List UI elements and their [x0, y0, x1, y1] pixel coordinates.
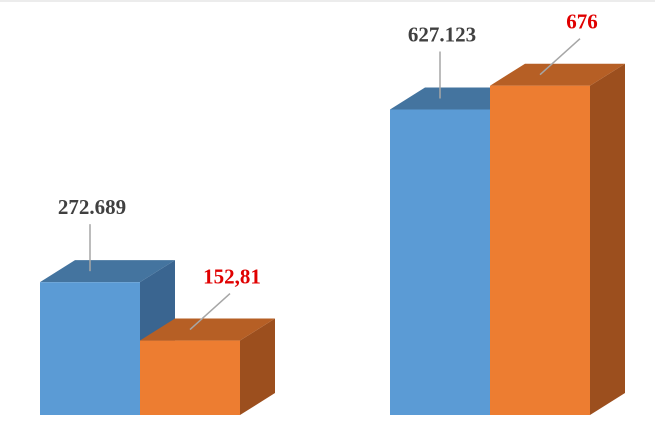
data-label: 272.689 — [58, 195, 126, 219]
bar — [140, 318, 275, 415]
leader-line — [189, 293, 231, 331]
bar-top — [490, 63, 625, 86]
data-label: 627.123 — [408, 22, 476, 46]
bar-front — [490, 85, 590, 415]
bar-top — [40, 260, 175, 283]
bar-side — [590, 63, 625, 415]
bar-top — [140, 318, 275, 341]
bar — [490, 63, 625, 415]
data-label: 152,81 — [203, 264, 261, 288]
bar-side — [240, 318, 275, 415]
bar-front — [40, 282, 140, 415]
leader-line — [539, 38, 581, 76]
bar-front — [140, 340, 240, 415]
bar-front — [390, 109, 490, 415]
data-label: 676 — [566, 10, 598, 34]
